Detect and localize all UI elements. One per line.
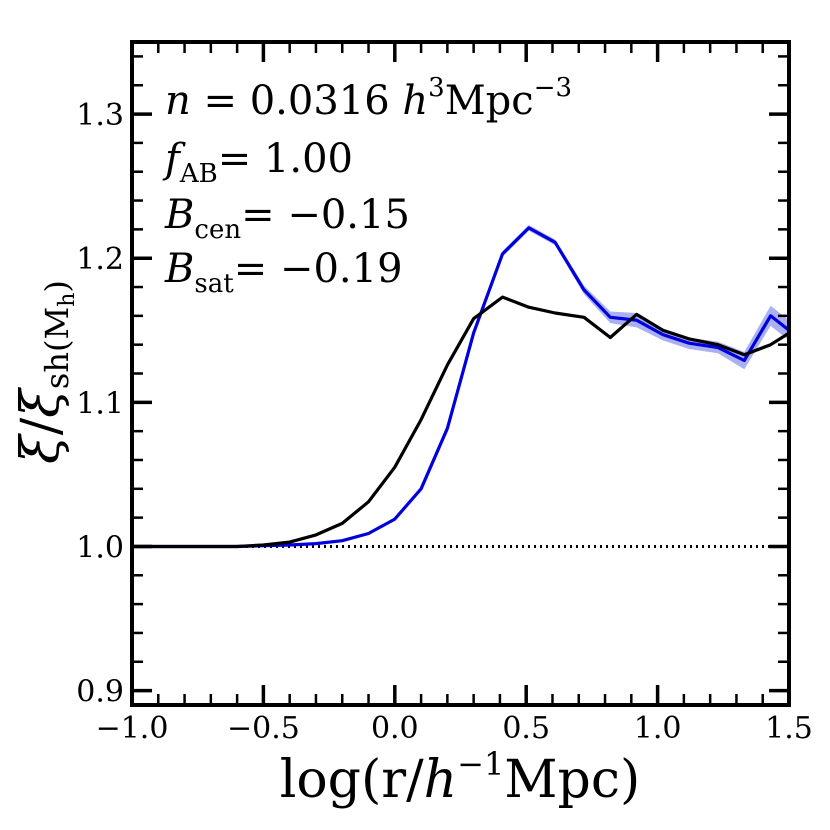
x-tick-label: 1.5 (765, 711, 813, 746)
x-tick-label: −0.5 (227, 711, 300, 746)
y-tick-label: 1.2 (76, 242, 124, 277)
plot-frame (130, 40, 791, 707)
annotation-b-cen: Bcen= −0.15 (164, 192, 410, 245)
x-axis-label: log(r/h−1Mpc) (280, 745, 641, 810)
series-lines-layer (132, 226, 790, 549)
tick-labels-layer: −1.0 −0.5 0.0 0.5 1.0 1.5 0.9 1.0 1.1 1.2 1.3 (76, 98, 813, 746)
svg-text:ξ/ξsh(Mh): ξ/ξsh(Mh) (11, 280, 80, 464)
annotation-density: n = 0.0316 h3Mpc−3 (165, 73, 572, 124)
x-tick-label: 1.0 (634, 711, 682, 746)
x-tick-label: −1.0 (96, 711, 169, 746)
y-tick-label: 0.9 (76, 675, 124, 710)
y-tick-label: 1.0 (76, 530, 124, 565)
x-tick-label: 0.5 (502, 711, 550, 746)
black-series-line (132, 295, 790, 549)
y-axis-label: ξ/ξsh(Mh) (11, 280, 80, 464)
annotation-b-sat: Bsat= −0.19 (164, 246, 403, 299)
y-tick-label: 1.3 (76, 98, 124, 133)
annotation-f-ab: fAB= 1.00 (162, 136, 353, 189)
x-tick-label: 0.0 (371, 711, 419, 746)
y-tick-label: 1.1 (76, 386, 124, 421)
